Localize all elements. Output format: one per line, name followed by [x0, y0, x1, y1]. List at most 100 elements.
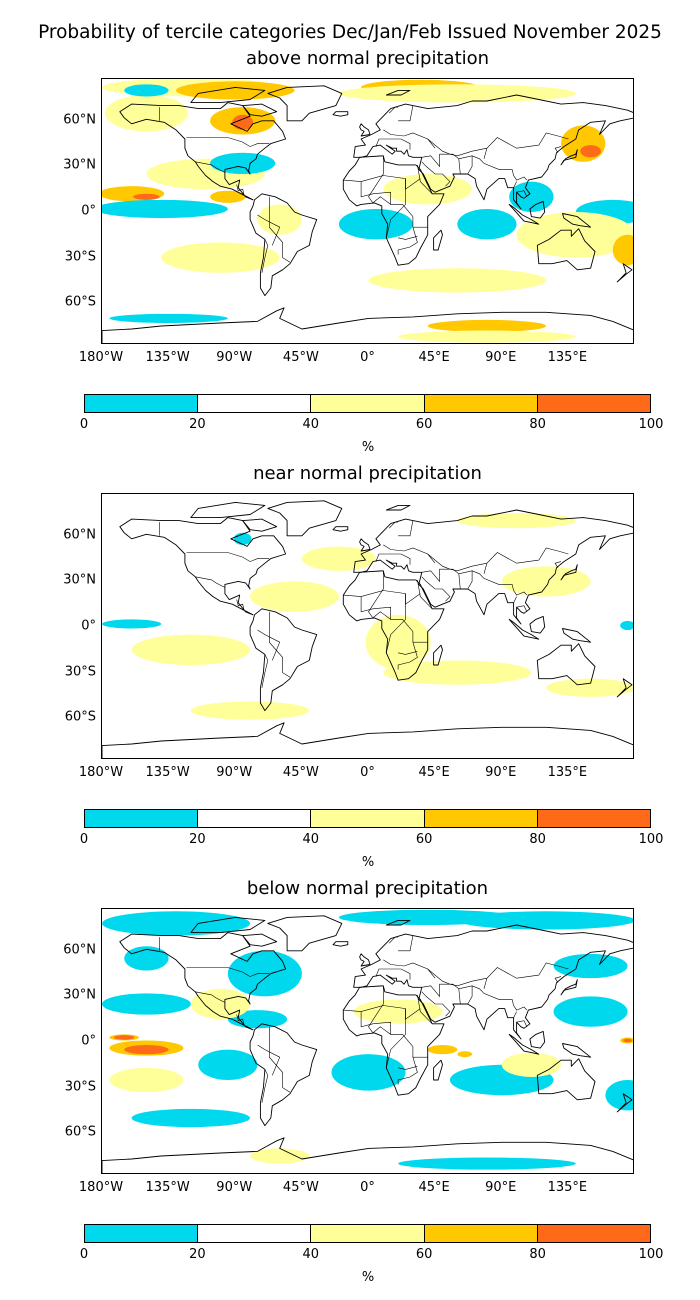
longitude-label: 135°W	[145, 350, 190, 365]
colorbar-tick-label: 0	[79, 417, 89, 432]
probability-region	[131, 1108, 251, 1128]
country-border	[398, 520, 414, 537]
longitude-label: 0°	[360, 765, 375, 780]
probability-region	[427, 319, 547, 333]
country-border	[421, 161, 451, 187]
probability-region	[338, 84, 576, 103]
probability-region	[250, 1148, 310, 1164]
probability-region	[620, 620, 633, 631]
coastline-new-zealand	[616, 1093, 633, 1113]
country-border	[398, 105, 414, 122]
longitude-label: 90°E	[485, 1180, 517, 1195]
coastline-eurasia	[353, 94, 633, 210]
country-border	[417, 164, 433, 195]
probability-region	[109, 313, 228, 323]
colorbar-tick-label: 100	[638, 417, 664, 432]
colorbar-segment	[537, 395, 651, 412]
country-border	[386, 178, 406, 238]
coastline-south-america	[249, 1023, 318, 1127]
probability-region	[210, 152, 276, 174]
country-border	[398, 1066, 418, 1070]
world-map	[101, 908, 634, 1174]
country-border	[467, 570, 473, 590]
colorbar-tick-label: 20	[189, 417, 206, 432]
coastline-indonesia	[508, 618, 540, 640]
colorbar-segment	[424, 810, 538, 827]
colorbar-tick-label: 100	[638, 832, 664, 847]
probability-region	[457, 1051, 473, 1058]
coastline-iceland	[332, 941, 349, 947]
country-border	[388, 936, 399, 944]
coastline-north-america	[119, 102, 287, 201]
country-border	[269, 1026, 291, 1093]
longitude-label: 90°W	[216, 350, 253, 365]
longitude-label: 0°	[360, 1180, 375, 1195]
colorbar-segment	[85, 395, 199, 412]
country-border	[261, 654, 269, 688]
probability-region	[176, 81, 295, 100]
coastline-antarctica	[102, 307, 633, 343]
longitude-label: 45°E	[418, 1180, 450, 1195]
probability-region	[516, 212, 633, 258]
coastline-iceland	[332, 526, 349, 532]
colorbar-tick-label: 40	[302, 1247, 320, 1262]
country-border	[421, 983, 461, 1005]
probability-region	[102, 199, 228, 219]
probability-region	[353, 999, 443, 1024]
coastline-new-guinea	[562, 213, 592, 228]
probability-region	[190, 988, 251, 1020]
country-border	[398, 651, 418, 655]
latitude-label: 0°	[81, 1033, 96, 1049]
coastline-iceland	[332, 111, 349, 117]
country-border	[372, 1026, 391, 1035]
colorbar-tick-label: 20	[189, 1247, 206, 1262]
coastline-madagascar	[433, 644, 443, 666]
probability-region	[161, 242, 280, 273]
colorbar	[84, 809, 651, 828]
world-map	[101, 493, 634, 759]
colorbar-segment	[198, 395, 312, 412]
colorbar	[84, 394, 651, 413]
panel-title: near normal precipitation	[253, 463, 482, 484]
probability-region	[124, 1045, 169, 1055]
coastline-madagascar	[433, 1059, 443, 1081]
colorbar-segment	[198, 1225, 312, 1242]
country-border	[368, 570, 384, 619]
coastline-arctic-islands	[190, 916, 266, 934]
country-border	[458, 570, 528, 596]
probability-region	[190, 701, 310, 720]
probability-region	[102, 911, 251, 936]
coastline-africa	[342, 570, 445, 681]
latitude-label: 60°S	[64, 294, 96, 310]
probability-region	[546, 678, 633, 697]
probability-region	[301, 546, 376, 571]
latitude-label: 0°	[81, 618, 96, 634]
colorbar-unit-label: %	[361, 1270, 375, 1285]
country-border	[421, 576, 451, 602]
country-border	[513, 1011, 517, 1018]
longitude-label: 135°W	[145, 1180, 190, 1195]
country-border	[386, 593, 406, 653]
colorbar-tick-label: 80	[529, 832, 546, 847]
probability-region	[124, 946, 169, 971]
country-border	[383, 544, 436, 564]
coastline-new-zealand	[616, 263, 633, 283]
panel-title: above normal precipitation	[245, 48, 490, 69]
longitude-label: 135°W	[145, 765, 190, 780]
coastline-borneo	[529, 615, 546, 634]
country-border	[257, 629, 281, 661]
probability-region	[232, 114, 254, 130]
coastline-greenland	[267, 85, 343, 122]
country-border	[360, 181, 418, 255]
coastline-british-isles	[359, 538, 371, 552]
country-border	[386, 1008, 406, 1068]
colorbar-tick-label: 40	[302, 832, 320, 847]
longitude-label: 0°	[360, 350, 375, 365]
country-border	[458, 155, 528, 181]
country-border	[467, 985, 473, 1005]
country-border	[269, 611, 291, 678]
country-border	[236, 184, 245, 196]
country-border	[186, 552, 270, 562]
longitude-label: 45°E	[418, 350, 450, 365]
country-border	[195, 576, 226, 588]
